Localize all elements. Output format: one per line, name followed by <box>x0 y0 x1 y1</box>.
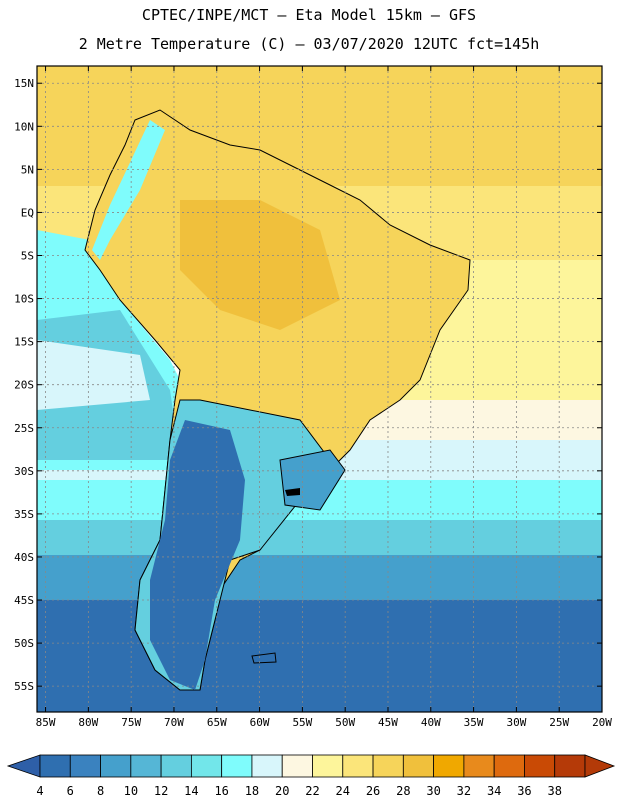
colorbar-swatch <box>554 754 586 778</box>
lat-label: 50S <box>14 637 34 650</box>
colorbar-swatch <box>160 754 192 778</box>
longitude-labels: 85W 80W 75W 70W 65W 60W 55W 50W 45W 40W 35W 30W 25W 2… <box>36 716 613 729</box>
lat-label: 25S <box>14 422 34 435</box>
colorbar-label: 6 <box>67 784 74 798</box>
lat-label: 45S <box>14 594 34 607</box>
ocean-south-1 <box>37 555 602 605</box>
andes-cool-strip <box>92 120 165 260</box>
lon-label: 45W <box>378 716 398 729</box>
colorbar-swatch <box>130 754 162 778</box>
colorbar-label: 10 <box>124 784 138 798</box>
colorbar-swatch <box>281 754 313 778</box>
ocean-south-2 <box>37 600 602 712</box>
lon-label: 70W <box>164 716 184 729</box>
colorbar-label: 34 <box>487 784 501 798</box>
lake <box>285 488 300 496</box>
colorbar-label: 26 <box>366 784 380 798</box>
lon-label: 55W <box>292 716 312 729</box>
lon-label: 75W <box>121 716 141 729</box>
colorbar-swatch <box>39 754 71 778</box>
lon-label: 80W <box>78 716 98 729</box>
pacific-pale-patch <box>37 340 150 410</box>
colorbar-swatch <box>402 754 435 778</box>
colorbar-swatch <box>69 754 101 778</box>
colorbar-label: 18 <box>245 784 259 798</box>
colorbar-label: 14 <box>184 784 198 798</box>
lon-label: 25W <box>549 716 569 729</box>
lat-label: 5S <box>21 249 34 262</box>
lon-label: 20W <box>592 716 612 729</box>
colorbar-swatch <box>493 754 525 778</box>
lat-label: 55S <box>14 680 34 693</box>
lat-label: 40S <box>14 551 34 564</box>
lat-label: 10S <box>14 293 34 306</box>
colorbar-label: 28 <box>396 784 410 798</box>
land-hot-interior <box>180 200 340 330</box>
lat-label: 20S <box>14 379 34 392</box>
colorbar-swatch <box>190 754 223 778</box>
colorbar-label: 36 <box>517 784 531 798</box>
colorbar-swatch <box>312 754 344 778</box>
colorbar-over-arrow <box>584 754 616 778</box>
colorbar-swatch <box>524 754 556 778</box>
colorbar-label: 8 <box>97 784 104 798</box>
colorbar-label: 32 <box>457 784 471 798</box>
lon-label: 50W <box>335 716 355 729</box>
lon-label: 60W <box>250 716 270 729</box>
map-field <box>37 66 602 712</box>
colorbar-under-arrow <box>6 754 41 778</box>
colorbar-swatch <box>100 754 132 778</box>
grid-lines <box>37 66 602 712</box>
lat-label: 15N <box>14 77 34 90</box>
colorbar-label: 20 <box>275 784 289 798</box>
lon-label: 40W <box>421 716 441 729</box>
ocean-mid-3 <box>37 520 602 560</box>
colorbar-swatch <box>433 754 465 778</box>
lon-label: 30W <box>506 716 526 729</box>
colorbar-label: 4 <box>36 784 43 798</box>
latitude-labels: 15N 10N 5N EQ 5S 10S 15S 20S 25S 30S 35S 40S 45S 50S 5… <box>14 77 34 693</box>
color-bar-labels: 4 6 8 10 12 14 16 18 20 22 24 26 28 30 32 34 36 38 <box>36 784 562 798</box>
map-frame <box>36 65 603 713</box>
colorbar-label: 24 <box>336 784 350 798</box>
colorbar-swatch <box>251 754 283 778</box>
colorbar-swatch <box>221 754 253 778</box>
colorbar-swatch <box>342 754 374 778</box>
color-bar <box>6 754 616 778</box>
colorbar-label: 12 <box>154 784 168 798</box>
lon-label: 65W <box>207 716 227 729</box>
lat-label: 30S <box>14 465 34 478</box>
colorbar-swatch <box>372 754 404 778</box>
lon-label: 35W <box>464 716 484 729</box>
colorbar-label: 30 <box>426 784 440 798</box>
lat-label: 10N <box>14 120 34 133</box>
lon-label: 85W <box>36 716 56 729</box>
colorbar-swatch <box>463 754 495 778</box>
colorbar-label: 16 <box>214 784 228 798</box>
falklands <box>251 652 277 664</box>
lat-label: 15S <box>14 336 34 349</box>
lat-label: 35S <box>14 508 34 521</box>
axis-ticks <box>37 66 603 712</box>
colorbar-label: 38 <box>547 784 561 798</box>
lat-label: EQ <box>21 206 34 219</box>
lat-label: 5N <box>21 163 34 176</box>
colorbar-label: 22 <box>305 784 319 798</box>
title-line-1: CPTEC/INPE/MCT – Eta Model 15km – GFS <box>141 6 477 24</box>
title-line-2: 2 Metre Temperature (C) – 03/07/2020 12U… <box>78 35 540 53</box>
